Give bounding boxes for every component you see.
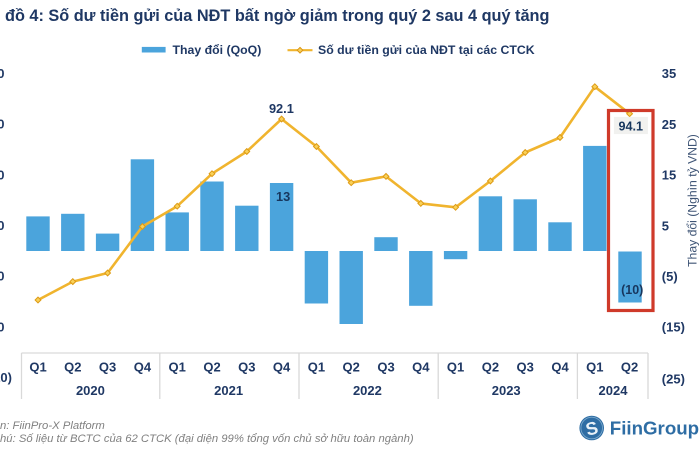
svg-text:Q2: Q2 — [482, 359, 499, 374]
svg-text:Q4: Q4 — [134, 359, 152, 374]
svg-text:15: 15 — [662, 168, 676, 183]
svg-text:35: 35 — [662, 66, 676, 81]
svg-text:(25): (25) — [662, 371, 685, 386]
svg-text:FiinGroup: FiinGroup — [610, 418, 699, 439]
svg-text:70: 70 — [0, 167, 5, 182]
svg-text:50: 50 — [0, 218, 5, 233]
svg-text:Q3: Q3 — [517, 359, 534, 374]
svg-text:(10): (10) — [0, 370, 12, 385]
svg-text:110: 110 — [0, 66, 5, 81]
svg-text:Q2: Q2 — [64, 359, 81, 374]
svg-text:2020: 2020 — [76, 383, 105, 398]
svg-text:Q4: Q4 — [273, 359, 291, 374]
svg-text:Q4: Q4 — [551, 359, 569, 374]
svg-text:10: 10 — [0, 319, 5, 334]
svg-text:5: 5 — [662, 218, 669, 233]
svg-text:Q2: Q2 — [203, 359, 220, 374]
svg-text:2022: 2022 — [353, 383, 382, 398]
svg-text:Q1: Q1 — [169, 359, 186, 374]
svg-text:25: 25 — [662, 117, 676, 132]
svg-text:30: 30 — [0, 269, 5, 284]
svg-text:92.1: 92.1 — [269, 101, 294, 116]
svg-text:S: S — [584, 417, 600, 439]
svg-text:Q2: Q2 — [621, 359, 638, 374]
svg-text:Q3: Q3 — [99, 359, 116, 374]
svg-text:Thay đổi (QoQ): Thay đổi (QoQ) — [173, 43, 262, 57]
svg-text:(10): (10) — [621, 283, 643, 297]
svg-text:Q3: Q3 — [238, 359, 255, 374]
svg-text:Q1: Q1 — [308, 359, 325, 374]
svg-text:Số dư tiền gửi của NĐT tại các: Số dư tiền gửi của NĐT tại các CTCK — [318, 43, 535, 57]
svg-text:Thay đổi (Nghìn tỷ VND): Thay đổi (Nghìn tỷ VND) — [686, 134, 700, 267]
svg-text:Q2: Q2 — [343, 359, 360, 374]
svg-text:2023: 2023 — [492, 383, 521, 398]
svg-text:Q1: Q1 — [447, 359, 464, 374]
svg-text:Q1: Q1 — [29, 359, 46, 374]
svg-text:Q4: Q4 — [412, 359, 430, 374]
svg-text:90: 90 — [0, 117, 5, 132]
svg-text:2024: 2024 — [599, 383, 629, 398]
svg-text:13: 13 — [276, 189, 290, 204]
svg-text:(15): (15) — [662, 320, 685, 335]
svg-text:94.1: 94.1 — [619, 119, 644, 133]
svg-text:Q1: Q1 — [586, 359, 603, 374]
svg-text:(5): (5) — [662, 269, 678, 284]
svg-text:2021: 2021 — [214, 383, 243, 398]
svg-text:Q3: Q3 — [377, 359, 394, 374]
